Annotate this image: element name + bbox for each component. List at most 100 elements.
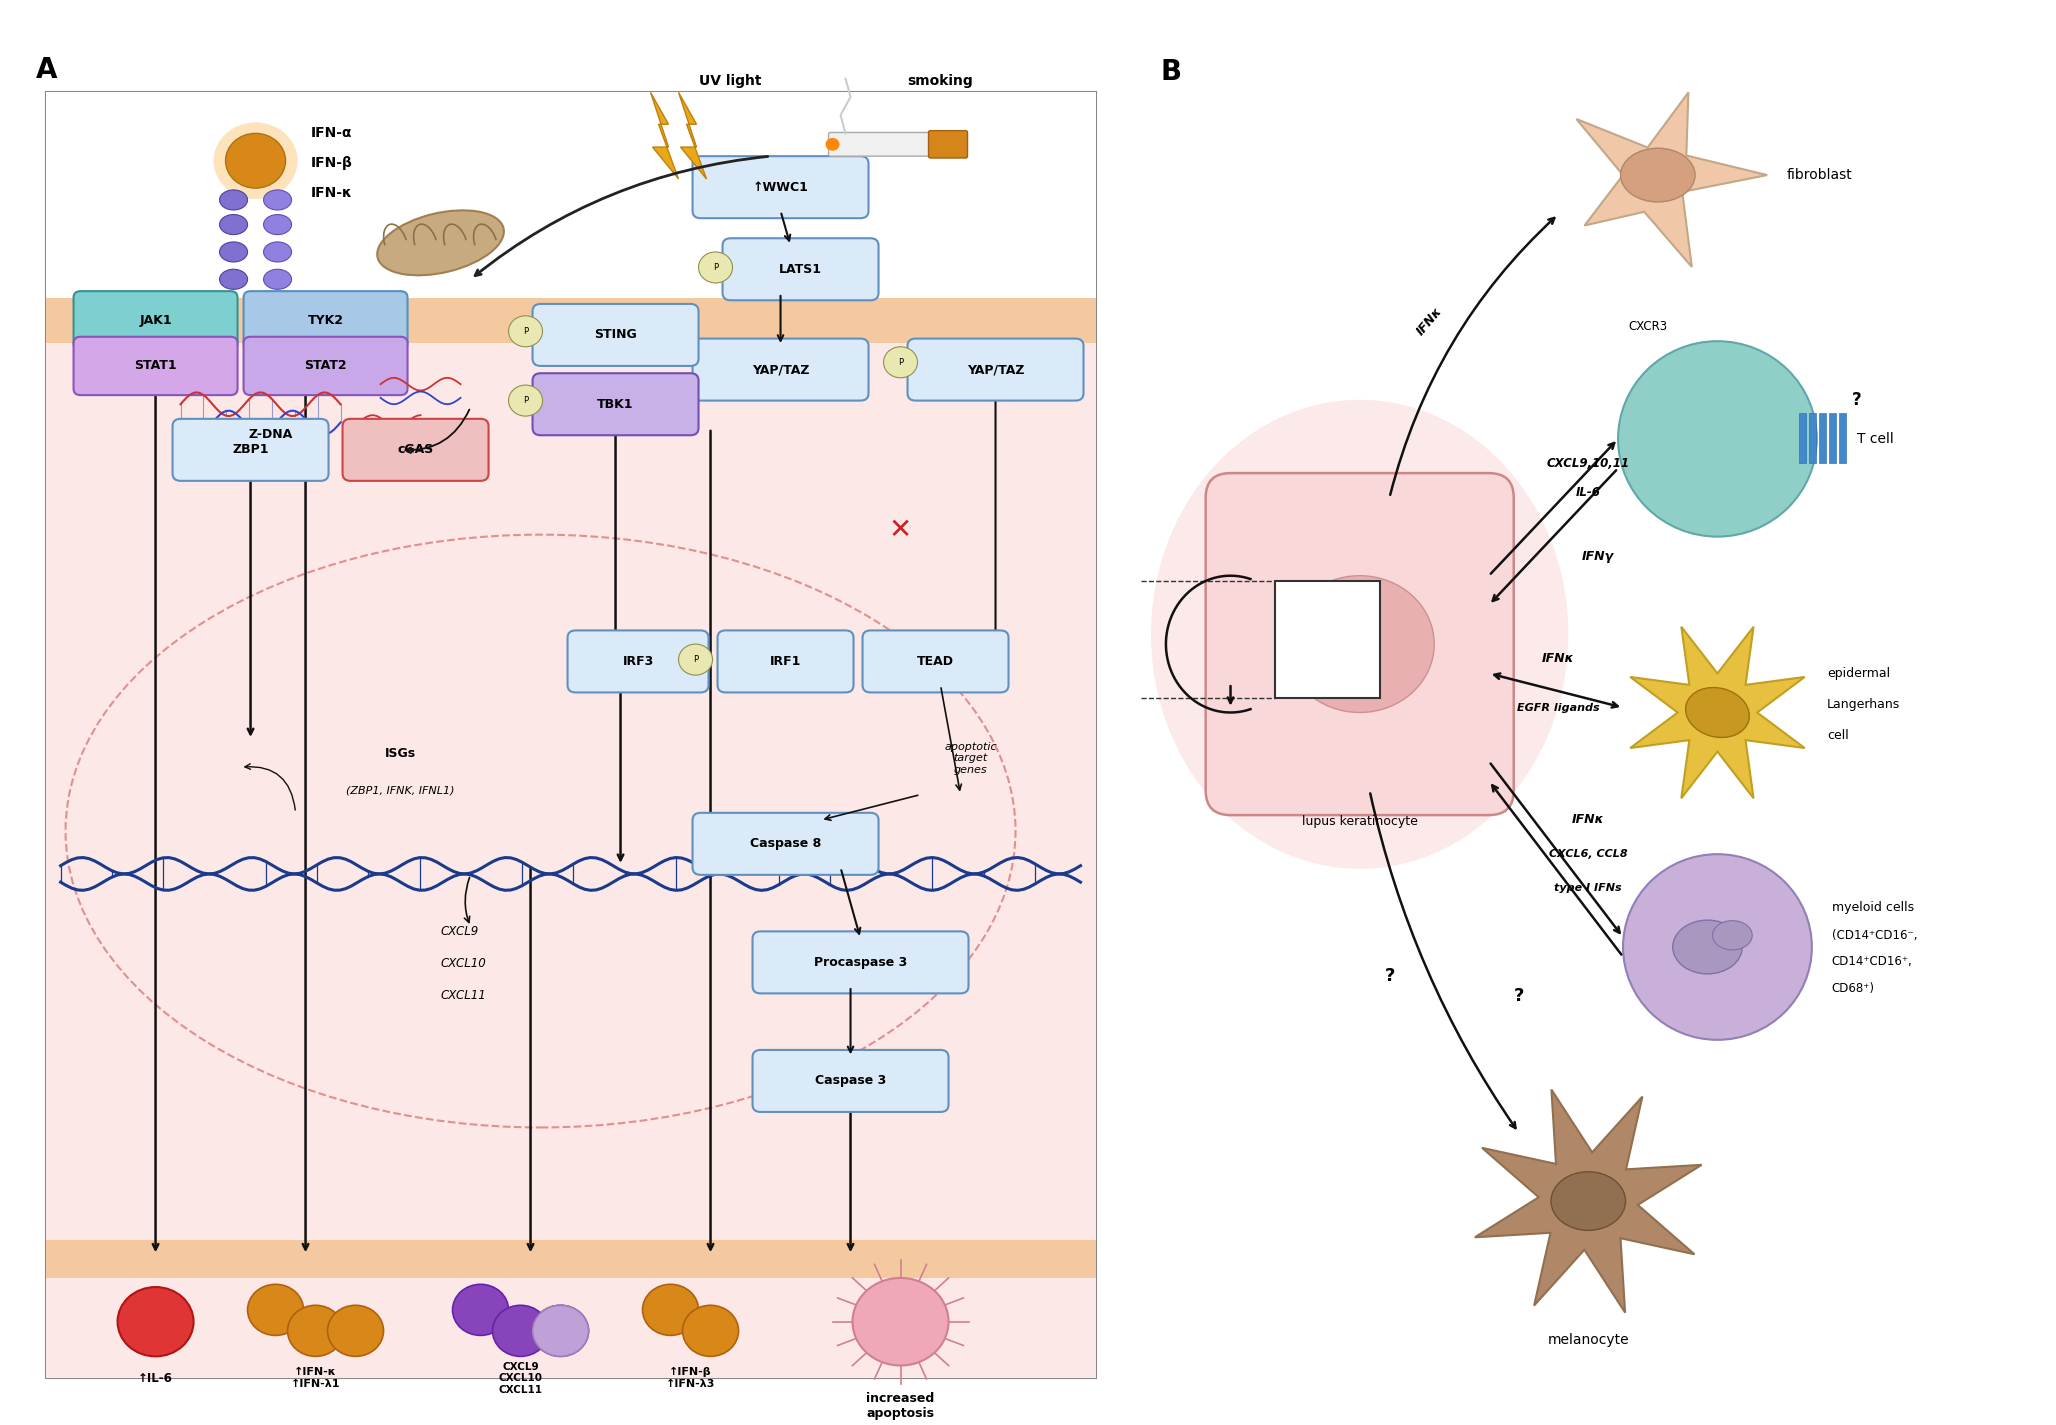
- Text: epidermal: epidermal: [1828, 667, 1889, 680]
- FancyBboxPatch shape: [533, 373, 699, 435]
- Text: Caspase 3: Caspase 3: [814, 1074, 886, 1087]
- Circle shape: [678, 644, 713, 675]
- Text: smoking: smoking: [907, 74, 972, 88]
- Text: CXCL9,10,11: CXCL9,10,11: [1546, 457, 1630, 470]
- Text: STAT2: STAT2: [304, 359, 347, 372]
- FancyBboxPatch shape: [45, 93, 1096, 1378]
- Ellipse shape: [1674, 921, 1741, 973]
- Text: CXCR3: CXCR3: [1628, 321, 1667, 333]
- Ellipse shape: [1151, 400, 1569, 869]
- Circle shape: [853, 1278, 948, 1365]
- Ellipse shape: [263, 215, 292, 235]
- Circle shape: [226, 134, 286, 188]
- Ellipse shape: [220, 215, 247, 235]
- FancyBboxPatch shape: [1205, 473, 1513, 815]
- FancyBboxPatch shape: [929, 131, 968, 158]
- Circle shape: [533, 1305, 588, 1357]
- Text: (ZBP1, IFNK, IFNL1): (ZBP1, IFNK, IFNL1): [345, 785, 454, 795]
- Circle shape: [117, 1287, 193, 1357]
- Text: LATS1: LATS1: [779, 262, 822, 276]
- Circle shape: [247, 1284, 304, 1335]
- Circle shape: [508, 385, 543, 416]
- Bar: [45, 93, 1096, 298]
- Ellipse shape: [1686, 687, 1750, 738]
- Text: P: P: [693, 656, 699, 664]
- Text: ↑IFN-β
↑IFN-λ3: ↑IFN-β ↑IFN-λ3: [666, 1368, 715, 1389]
- Text: CXCL11: CXCL11: [440, 989, 487, 1002]
- FancyBboxPatch shape: [829, 133, 938, 157]
- Text: YAP/TAZ: YAP/TAZ: [752, 363, 810, 376]
- Text: STAT1: STAT1: [134, 359, 177, 372]
- Text: apoptotic
target
genes: apoptotic target genes: [944, 741, 997, 775]
- Bar: [1838, 412, 1846, 463]
- Bar: [45, 343, 1096, 1378]
- Text: CXCL9: CXCL9: [440, 925, 479, 938]
- Text: P: P: [522, 396, 528, 405]
- Ellipse shape: [1620, 148, 1694, 202]
- Polygon shape: [650, 93, 678, 180]
- Text: Langerhans: Langerhans: [1828, 698, 1900, 711]
- Circle shape: [644, 1284, 699, 1335]
- Text: Z-DNA: Z-DNA: [249, 428, 292, 440]
- Ellipse shape: [1285, 576, 1435, 712]
- Circle shape: [1622, 854, 1811, 1040]
- Bar: [1820, 412, 1826, 463]
- Text: CXCL9
CXCL10
CXCL11: CXCL9 CXCL10 CXCL11: [498, 1362, 543, 1395]
- FancyBboxPatch shape: [907, 339, 1084, 400]
- Ellipse shape: [263, 269, 292, 289]
- Text: Procaspase 3: Procaspase 3: [814, 956, 907, 969]
- Text: YAP/TAZ: YAP/TAZ: [966, 363, 1024, 376]
- FancyBboxPatch shape: [567, 630, 709, 693]
- Text: IFN-β: IFN-β: [310, 157, 352, 171]
- Text: TBK1: TBK1: [598, 398, 633, 410]
- Text: IFNκ: IFNκ: [1415, 305, 1445, 338]
- Polygon shape: [1630, 627, 1805, 798]
- Polygon shape: [1474, 1090, 1702, 1312]
- Text: IFNκ: IFNκ: [1573, 814, 1604, 826]
- FancyBboxPatch shape: [173, 419, 329, 480]
- Text: type I IFNs: type I IFNs: [1554, 884, 1622, 893]
- Text: CXCL10: CXCL10: [440, 956, 487, 970]
- Text: IL-6: IL-6: [1575, 486, 1602, 499]
- Ellipse shape: [220, 190, 247, 209]
- Text: IRF3: IRF3: [623, 656, 654, 668]
- FancyBboxPatch shape: [693, 812, 878, 875]
- Ellipse shape: [220, 269, 247, 289]
- Circle shape: [452, 1284, 508, 1335]
- Text: Caspase 8: Caspase 8: [750, 838, 820, 851]
- Bar: [1809, 412, 1815, 463]
- Polygon shape: [678, 93, 707, 180]
- FancyBboxPatch shape: [752, 1050, 948, 1112]
- Text: T cell: T cell: [1857, 432, 1894, 446]
- Text: CD68⁺): CD68⁺): [1832, 982, 1875, 995]
- Text: ISGs: ISGs: [384, 747, 415, 760]
- FancyBboxPatch shape: [693, 339, 868, 400]
- FancyBboxPatch shape: [693, 157, 868, 218]
- Ellipse shape: [1713, 921, 1752, 950]
- Ellipse shape: [376, 211, 504, 275]
- FancyBboxPatch shape: [864, 630, 1009, 693]
- FancyBboxPatch shape: [343, 419, 489, 480]
- FancyBboxPatch shape: [722, 238, 878, 301]
- Bar: [1799, 412, 1805, 463]
- Circle shape: [884, 346, 917, 378]
- FancyBboxPatch shape: [74, 336, 238, 395]
- Circle shape: [1618, 341, 1818, 537]
- Text: ↑IFN-κ
↑IFN-λ1: ↑IFN-κ ↑IFN-λ1: [290, 1368, 341, 1389]
- Text: ✕: ✕: [888, 516, 913, 544]
- Text: (CD14⁺CD16⁻,: (CD14⁺CD16⁻,: [1832, 929, 1918, 942]
- Bar: [45, 1240, 1096, 1278]
- Text: cGAS: cGAS: [397, 443, 434, 456]
- Circle shape: [214, 123, 298, 200]
- Text: melanocyte: melanocyte: [1548, 1332, 1628, 1347]
- Circle shape: [827, 138, 839, 151]
- Text: IRF1: IRF1: [769, 656, 802, 668]
- Text: TEAD: TEAD: [917, 656, 954, 668]
- Text: P: P: [898, 358, 903, 366]
- Text: UV light: UV light: [699, 74, 763, 88]
- Ellipse shape: [220, 242, 247, 262]
- Text: lupus keratinocyte: lupus keratinocyte: [1301, 815, 1419, 828]
- Bar: [45, 298, 1096, 343]
- Circle shape: [683, 1305, 738, 1357]
- Text: ?: ?: [1852, 390, 1861, 409]
